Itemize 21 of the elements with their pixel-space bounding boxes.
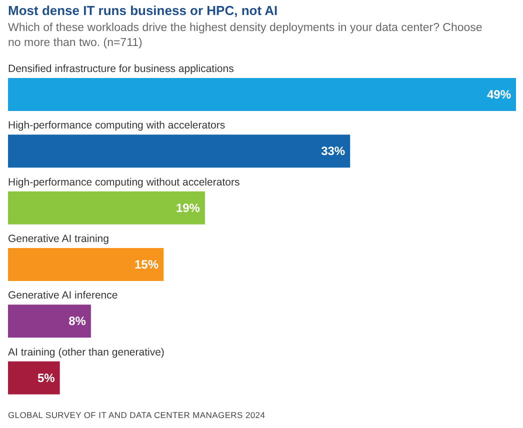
chart-title: Most dense IT runs business or HPC, not AI: [8, 3, 278, 18]
y-tick-label: High-performance computing with accelerators: [8, 120, 226, 132]
data-label: 49%: [486, 88, 512, 102]
y-tick-label: High-performance computing without accelerators: [8, 176, 240, 188]
bar: [8, 361, 60, 394]
y-tick-label: AI training (other than generative): [8, 346, 164, 358]
data-label: 8%: [68, 314, 86, 328]
chart-subtitle: Which of these workloads drive the highest density deployments in your data center? Choose no more than two. (n=711): [8, 21, 484, 51]
data-label: 15%: [134, 258, 159, 272]
y-tick-label: Generative AI inference: [8, 290, 118, 302]
text: GLOBAL SURVEY OF IT AND DATA CENTER MANAGERS 2024: [8, 410, 266, 420]
bar: [8, 191, 205, 224]
y-tick-label: Densified infrastructure for business applications: [8, 63, 234, 75]
bar: [8, 304, 91, 338]
data-label: 33%: [321, 144, 346, 158]
bar: [8, 134, 350, 168]
data-label: 19%: [176, 200, 200, 215]
y-tick-label: Generative AI training: [8, 233, 110, 245]
bar: [8, 248, 164, 281]
bar: [8, 78, 516, 111]
data-label: 5%: [37, 370, 56, 385]
